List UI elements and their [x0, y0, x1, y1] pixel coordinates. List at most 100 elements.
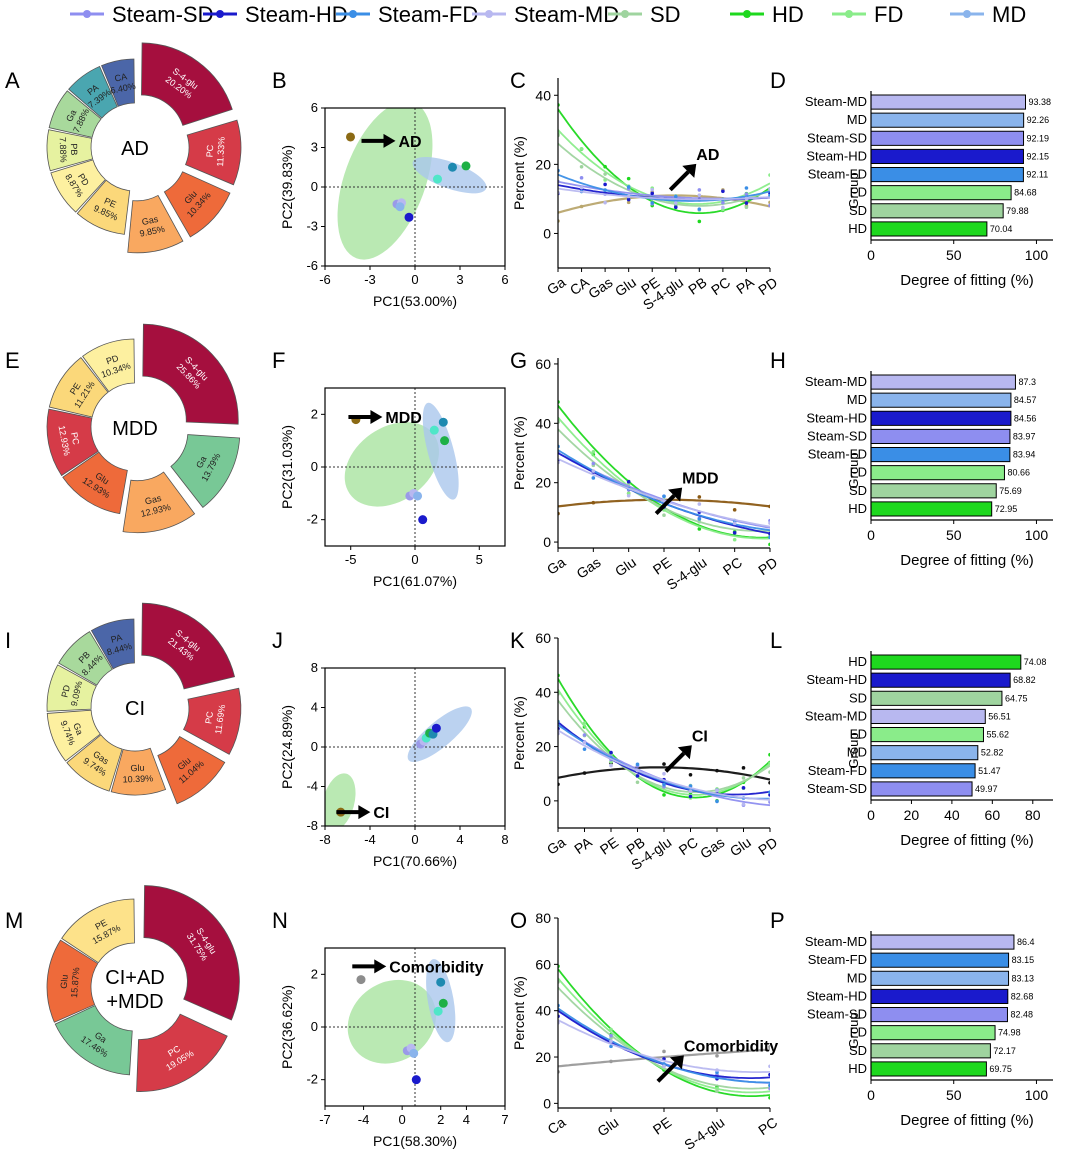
annotation-label: AD — [696, 147, 719, 164]
donut-label: Gas — [144, 493, 163, 507]
legend-marker-fd — [845, 10, 853, 18]
curve-plot-area — [558, 103, 770, 224]
bar-value-label: 84.68 — [1014, 188, 1037, 198]
donut-segment-glu — [163, 171, 231, 238]
annotation-arrow-head — [682, 163, 697, 178]
donut-label: CA — [114, 71, 128, 83]
donut-label: PD — [105, 353, 121, 367]
data-point — [662, 771, 666, 776]
y-tick-label: 0 — [311, 459, 318, 474]
bar-category-label: SD — [849, 690, 867, 705]
x-tick-label: 80 — [1025, 807, 1041, 823]
bar-steam-sd — [870, 130, 1025, 146]
confidence-ellipse — [407, 706, 472, 762]
bar-fd — [870, 727, 984, 743]
annotation-label: CI — [692, 728, 708, 745]
panel-letter: H — [770, 348, 786, 373]
data-point — [688, 773, 693, 777]
donut-label: PC — [69, 431, 81, 446]
data-point — [609, 1027, 613, 1032]
x-tick-label: Glu — [612, 554, 639, 580]
x-tick-label: 100 — [1025, 527, 1049, 543]
bar-category-label: SD — [849, 483, 867, 498]
data-point — [603, 182, 607, 187]
legend-label-steam-fd: Steam-FD — [378, 2, 478, 27]
bar-steam-md — [870, 94, 1027, 110]
data-point — [579, 146, 584, 151]
panel-letter: A — [5, 68, 20, 93]
donut-segment-s-4-glu — [142, 323, 239, 425]
annotation-arrow-shaft — [668, 170, 690, 192]
x-tick-label: 8 — [501, 832, 508, 847]
bar-value-label: 92.26 — [1027, 115, 1050, 125]
donut-label: Ga — [71, 721, 85, 736]
bar-category-label: Steam-MD — [805, 708, 867, 723]
data-point — [635, 780, 640, 785]
y-axis-label: Percent (%) — [511, 696, 527, 770]
bar-category-label: SD — [849, 1043, 867, 1058]
y-tick-label: 20 — [535, 156, 551, 172]
panel-letter: M — [5, 908, 23, 933]
data-point — [697, 520, 702, 524]
fit-curve-sd — [558, 986, 770, 1090]
panel-letter: E — [5, 348, 20, 373]
pca-point — [411, 1075, 421, 1085]
data-point — [662, 1064, 666, 1069]
data-point — [768, 542, 770, 547]
bar-value-label: 75.69 — [999, 486, 1022, 496]
x-tick-label: -4 — [364, 832, 376, 847]
donut-center-label-2: +MDD — [106, 991, 163, 1013]
y-tick-label: -4 — [306, 779, 318, 794]
bar-value-label: 74.08 — [1024, 657, 1047, 667]
donut-segment-pb — [58, 631, 113, 686]
donut-segment-pe — [61, 898, 135, 964]
data-point — [626, 185, 631, 189]
donut-segment-pd — [82, 338, 135, 393]
x-axis-label: Degree of fitting (%) — [900, 272, 1033, 289]
data-point — [626, 493, 631, 498]
data-point — [721, 205, 725, 210]
bar-category-label: Steam-HD — [806, 672, 867, 687]
bar-category-label: SD — [849, 203, 867, 218]
data-point — [688, 794, 693, 799]
legend-label-steam-hd: Steam-HD — [245, 2, 348, 27]
fit-curve-fd — [558, 689, 770, 796]
data-point — [591, 450, 596, 454]
data-point — [768, 1045, 770, 1049]
y-tick-label: 2 — [311, 966, 318, 981]
donut-segment-gas — [127, 194, 184, 254]
donut-label: PC — [205, 144, 216, 158]
x-tick-label: 0 — [399, 1112, 406, 1127]
donut-pct: 9.85% — [139, 224, 166, 239]
bar-value-label: 80.66 — [1007, 468, 1030, 478]
data-point — [768, 790, 770, 794]
y-axis-label: Group — [846, 732, 861, 768]
y-axis-label: Percent (%) — [511, 416, 527, 490]
bar-category-label: HD — [848, 1061, 867, 1076]
donut-label: PB — [69, 143, 79, 155]
y-axis-label: Group — [846, 1012, 861, 1048]
legend-marker-sd — [621, 10, 629, 18]
data-point — [662, 793, 666, 797]
legend: Steam-SD Steam-HD Steam-FD Steam-MD SD HD FD MD — [70, 2, 1026, 27]
donut-pct: 7.88% — [58, 137, 69, 163]
bar-value-label: 83.94 — [1013, 450, 1036, 460]
x-tick-label: 0 — [867, 527, 875, 543]
y-tick-label: 40 — [535, 415, 551, 431]
panel-letter: N — [272, 908, 288, 933]
annotation-arrow-head — [668, 487, 683, 502]
bar-sd — [870, 1043, 991, 1059]
x-tick-label: PB — [685, 274, 709, 298]
data-point — [609, 750, 613, 755]
y-tick-label: 40 — [535, 684, 551, 700]
donut-center-label: CI+AD — [105, 967, 164, 989]
bar-hd — [870, 221, 988, 237]
donut-segment-glu — [46, 939, 99, 1023]
y-axis-label: PC2(39.83%) — [279, 145, 295, 229]
donut-segment-s-4-glu — [141, 42, 233, 126]
x-tick-label: 0 — [867, 247, 875, 263]
legend-marker-steam-sd — [83, 10, 91, 18]
bar-value-label: 84.56 — [1014, 413, 1037, 423]
donut-segment-glu — [110, 747, 167, 796]
